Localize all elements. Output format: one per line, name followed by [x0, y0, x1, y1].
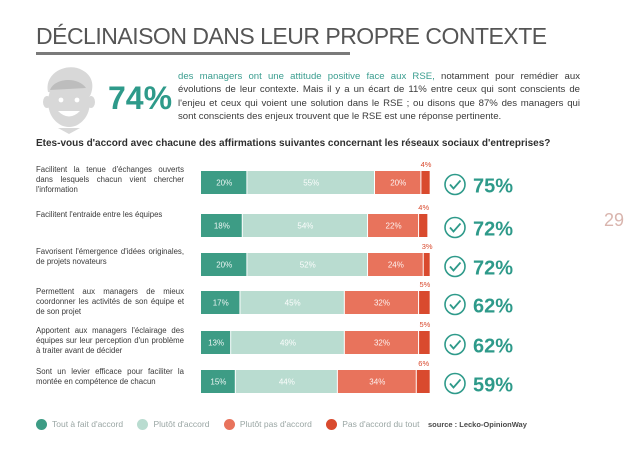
bar-label: 54%: [297, 222, 313, 231]
bar-segment: [368, 214, 419, 237]
bar-segment: [419, 291, 430, 314]
legend-label: Plutôt pas d'accord: [239, 419, 312, 429]
page-number: 29: [604, 210, 625, 230]
bar-segment: [201, 370, 235, 393]
bar-segment: [240, 291, 344, 314]
legend-item-plutot: Plutôt d'accord: [137, 419, 210, 431]
legend-label: Tout à fait d'accord: [52, 419, 124, 429]
bar-label: 55%: [303, 179, 319, 188]
bar-label-small: 4%: [418, 203, 429, 212]
bar-segment: [419, 214, 428, 237]
bar-segment: [375, 171, 421, 194]
bar-label: 20%: [216, 179, 232, 188]
row-label: Facilitent la tenue d'échanges ouverts d…: [36, 165, 184, 195]
row-label: Sont un levier efficace pour faciliter l…: [36, 367, 184, 387]
intro-rest: notamment pour remédier aux évolutions d…: [178, 71, 580, 123]
legend-item-tout-fait: Tout à fait d'accord: [36, 419, 124, 431]
agree-total: 59%: [473, 375, 513, 397]
check-circle-icon: [444, 216, 466, 239]
bar-label-small: 5%: [419, 280, 430, 289]
legend-dot: [36, 419, 47, 431]
bar-label: 18%: [214, 222, 230, 231]
legend: Tout à fait d'accord Plutôt d'accord Plu…: [36, 419, 431, 431]
bar-segment: [368, 253, 423, 276]
bar-segment: [416, 370, 430, 393]
bar-label: 45%: [285, 299, 301, 308]
bar-label: 22%: [386, 222, 402, 231]
bar-label: 32%: [374, 339, 390, 348]
bar-label: 24%: [388, 261, 404, 270]
bar-label: 32%: [374, 299, 390, 308]
bar-label-small: 4%: [421, 160, 432, 169]
legend-dot: [326, 419, 338, 431]
page-title: DÉCLINAISON DANS LEUR PROPRE CONTEXTE: [36, 23, 547, 49]
row-label: Facilitent l'entraide entre les équipes: [36, 210, 163, 219]
bar-label: 44%: [279, 378, 295, 387]
bar-label: 34%: [369, 378, 385, 387]
agree-total: 75%: [473, 176, 513, 198]
legend-item-pas-du-tout: Pas d'accord du tout: [326, 419, 420, 431]
agree-total: 62%: [473, 336, 513, 358]
bar-segment: [201, 214, 242, 237]
bar-label-small: 5%: [419, 320, 430, 329]
bar-segment: [344, 291, 419, 314]
bar-label: 52%: [300, 261, 316, 270]
smiling-face-icon: [43, 67, 95, 134]
bar-segment: [247, 171, 374, 194]
bar-segment: [231, 331, 344, 354]
check-circle-icon: [444, 255, 466, 278]
bar-segment: [235, 370, 337, 393]
intro-paragraph: des managers ont une attitude positive f…: [178, 70, 580, 124]
legend-label: Plutôt d'accord: [153, 419, 210, 429]
intro-highlight: des managers ont une attitude positive f…: [178, 71, 435, 82]
bar-label-small: 3%: [422, 242, 433, 251]
bar-segment: [419, 331, 430, 354]
source-note: source : Lecko-OpinionWay: [428, 420, 527, 429]
bar-label-small: 6%: [418, 359, 429, 368]
bar-segment: [242, 214, 368, 237]
bar-label: 49%: [280, 339, 296, 348]
legend-dot: [137, 419, 149, 431]
bar-segment: [344, 331, 419, 354]
legend-label: Pas d'accord du tout: [342, 419, 420, 429]
row-label: Apportent aux managers l'éclairage des é…: [36, 326, 184, 356]
bar-segment: [423, 253, 430, 276]
legend-dot: [223, 419, 235, 431]
row-label: Permettent aux managers de mieux coordon…: [36, 287, 184, 317]
bar-label: 20%: [390, 179, 406, 188]
bar-segment: [201, 331, 231, 354]
agree-total: 72%: [473, 258, 513, 280]
check-circle-icon: [444, 293, 466, 316]
bar-label: 17%: [213, 299, 229, 308]
legend-item-plutot-pas: Plutôt pas d'accord: [223, 419, 312, 431]
check-circle-icon: [444, 173, 466, 196]
bar-label: 15%: [210, 378, 226, 387]
title-underline: [36, 52, 350, 55]
check-circle-icon: [444, 372, 466, 395]
bar-segment: [201, 171, 247, 194]
agree-total: 62%: [473, 296, 513, 318]
bar-segment: [421, 171, 430, 194]
bar-segment: [337, 370, 416, 393]
big-percentage: 74%: [108, 80, 173, 116]
check-circle-icon: [444, 333, 466, 356]
bar-label: 20%: [216, 261, 232, 270]
agree-total: 72%: [473, 219, 513, 241]
bar-segment: [201, 291, 240, 314]
row-label: Favorisent l'émergence d'idées originale…: [36, 247, 184, 267]
bar-segment: [201, 253, 247, 276]
bar-label: 13%: [208, 339, 224, 348]
survey-question: Etes-vous d'accord avec chacune des affi…: [36, 138, 551, 149]
bar-segment: [247, 253, 368, 276]
